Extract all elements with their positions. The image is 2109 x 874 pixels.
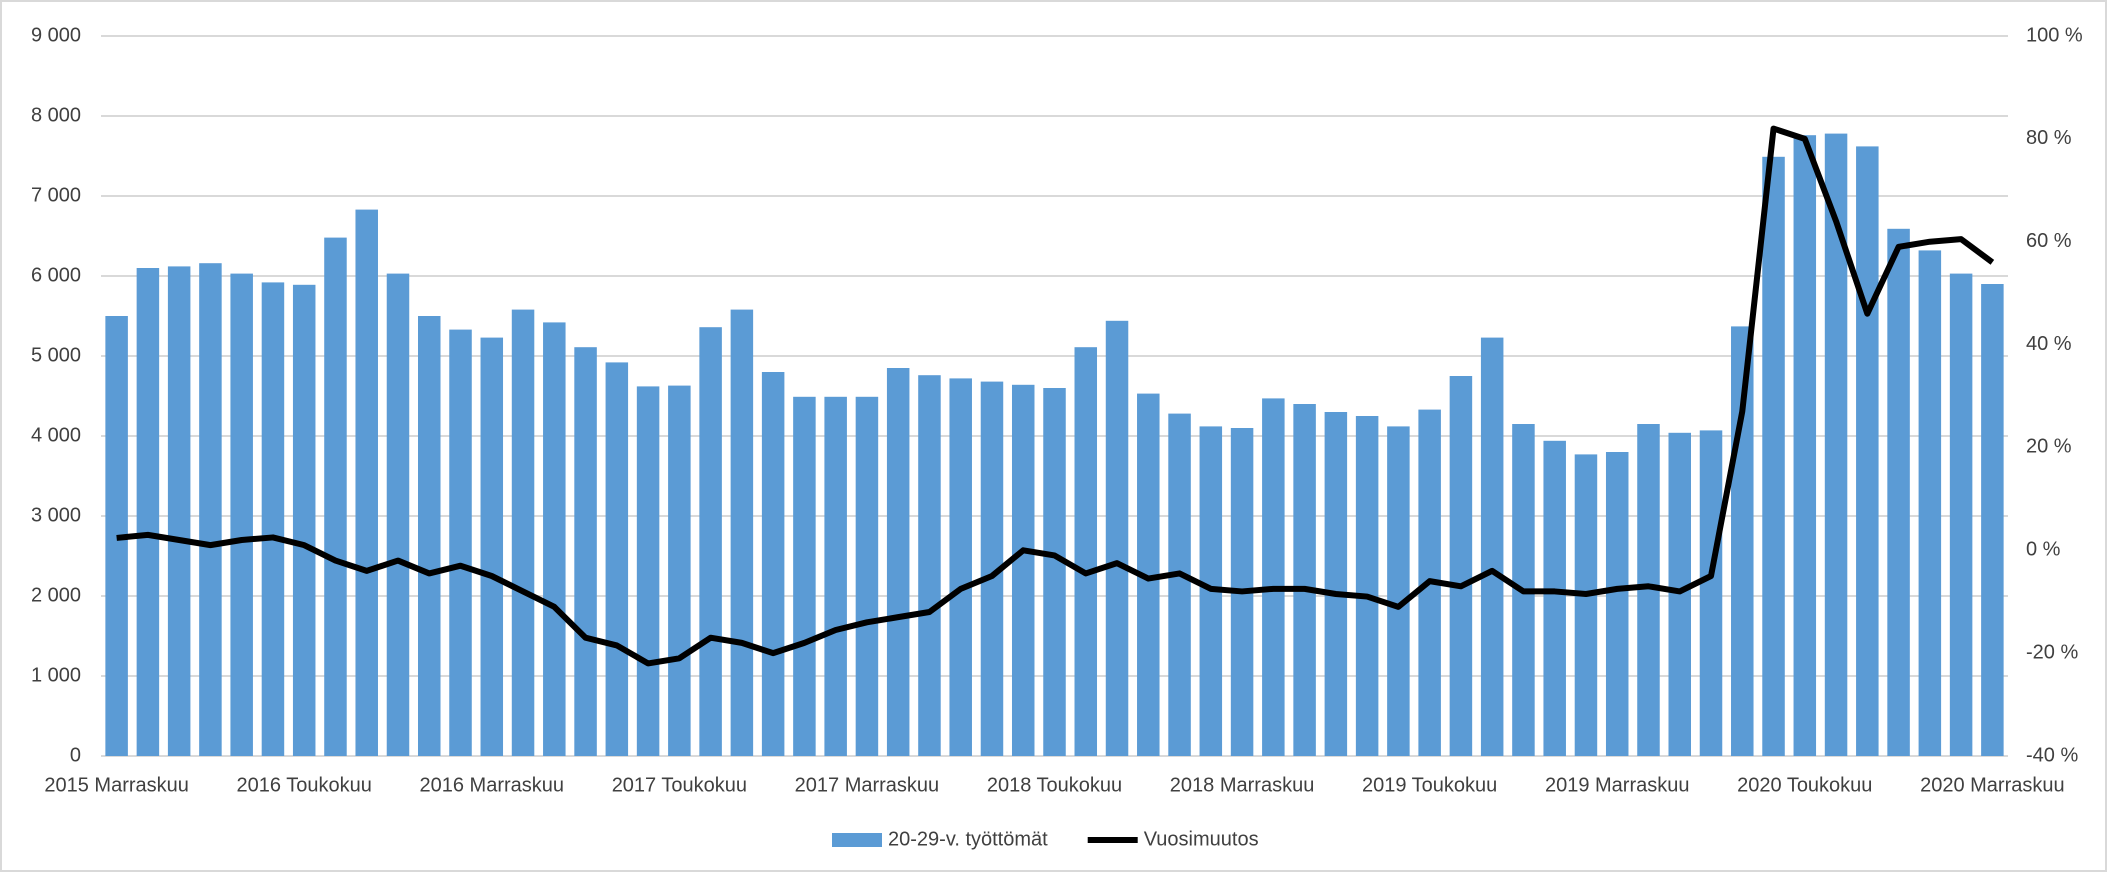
y2-tick-label: -20 % (2026, 641, 2078, 663)
y-tick-label: 2 000 (31, 584, 81, 606)
bar (167, 266, 191, 756)
x-tick-label: 2019 Toukokuu (1362, 774, 1497, 796)
bar (1699, 430, 1723, 756)
bar (793, 396, 816, 756)
bar (1324, 412, 1348, 756)
bar (1981, 284, 2004, 756)
bar (449, 329, 472, 756)
y2-tick-label: 100 % (2026, 24, 2083, 46)
legend-label: Vuosimuutos (1144, 828, 1259, 850)
bar (1074, 347, 1098, 756)
bar (1824, 133, 1848, 757)
x-tick-label: 2016 Toukokuu (237, 774, 372, 796)
bar (761, 372, 785, 756)
x-tick-label: 2018 Marraskuu (1170, 774, 1315, 796)
y-tick-label: 4 000 (31, 424, 81, 446)
bar (980, 381, 1004, 756)
bar (261, 282, 285, 756)
bar (417, 316, 441, 756)
bar (1574, 454, 1598, 756)
bar (1637, 424, 1660, 756)
y-tick-label: 0 (70, 744, 81, 766)
bar (1043, 388, 1066, 756)
bar (1011, 384, 1035, 756)
x-tick-label: 2018 Toukokuu (987, 774, 1122, 796)
y-tick-label: 9 000 (31, 24, 81, 46)
bar (292, 284, 316, 756)
y2-tick-label: 80 % (2026, 127, 2072, 149)
bar (1293, 404, 1316, 756)
y-tick-label: 6 000 (31, 264, 81, 286)
bar (543, 322, 566, 756)
bar (199, 263, 222, 756)
x-tick-label: 2016 Marraskuu (420, 774, 565, 796)
line (116, 125, 1995, 667)
bar (1856, 146, 1879, 756)
bar (1137, 393, 1160, 756)
bar (511, 309, 535, 756)
bar (386, 273, 410, 756)
bar (824, 396, 847, 756)
bar (855, 396, 879, 756)
legend-swatch (832, 833, 882, 847)
bar (136, 268, 160, 756)
bar (230, 273, 253, 756)
bar (1387, 426, 1410, 756)
bar (355, 209, 378, 757)
bar (1543, 440, 1566, 756)
y2-tick-label: -40 % (2026, 744, 2078, 766)
bar (1887, 228, 1910, 757)
bar (1449, 376, 1473, 756)
bar (1262, 398, 1285, 756)
bar (918, 375, 941, 756)
bar (949, 378, 972, 756)
bar (1793, 135, 1817, 756)
bar (1605, 452, 1629, 756)
bar (574, 347, 597, 756)
bar (605, 362, 629, 756)
x-tick-label: 2020 Toukokuu (1737, 774, 1872, 796)
bar (668, 385, 691, 756)
bar (1762, 156, 1785, 757)
bar (324, 237, 347, 757)
bar (1168, 413, 1191, 756)
x-tick-label: 2019 Marraskuu (1545, 774, 1690, 796)
x-tick-label: 2020 Marraskuu (1920, 774, 2065, 796)
x-tick-label: 2017 Toukokuu (612, 774, 747, 796)
y-tick-label: 7 000 (31, 184, 81, 206)
bar (1480, 337, 1504, 756)
y-tick-label: 8 000 (31, 104, 81, 126)
y-tick-label: 1 000 (31, 664, 81, 686)
bar (636, 386, 660, 756)
bar (699, 327, 722, 756)
y2-tick-label: 40 % (2026, 333, 2072, 355)
y2-tick-label: 0 % (2026, 539, 2061, 561)
bar (480, 337, 504, 756)
bar (886, 368, 910, 756)
y-tick-label: 5 000 (31, 344, 81, 366)
bar (730, 309, 754, 756)
y2-tick-label: 60 % (2026, 230, 2072, 252)
bar (1105, 320, 1129, 756)
bar (1355, 416, 1379, 756)
y-tick-label: 3 000 (31, 504, 81, 526)
bar (1918, 250, 1942, 756)
x-tick-label: 2015 Marraskuu (44, 774, 189, 796)
y2-tick-label: 20 % (2026, 436, 2072, 458)
legend-label: 20-29-v. työttömät (888, 828, 1048, 850)
bar (1949, 273, 1973, 756)
x-tick-label: 2017 Marraskuu (795, 774, 940, 796)
